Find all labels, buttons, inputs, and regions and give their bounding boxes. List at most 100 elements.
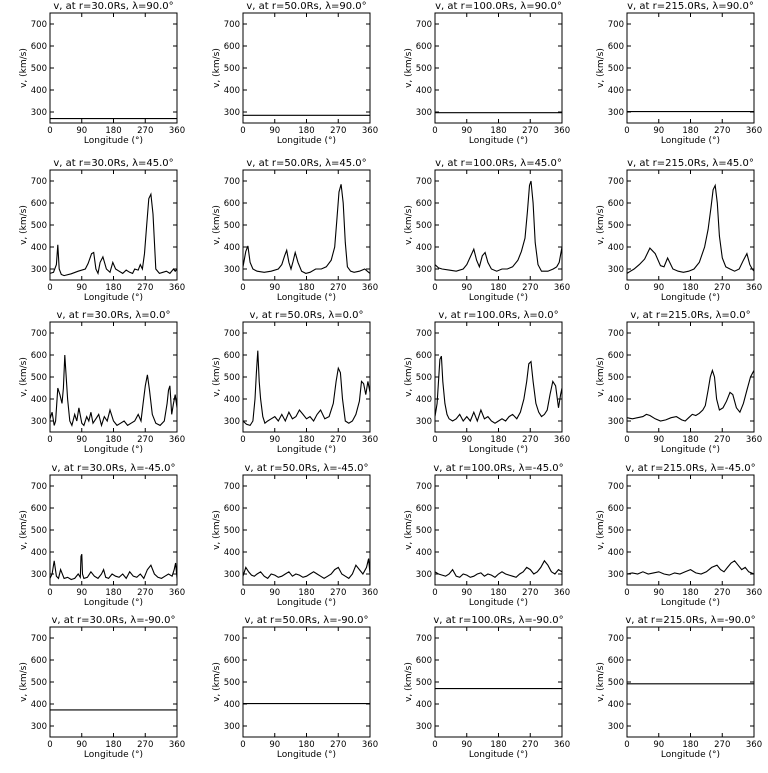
series-line [242, 184, 371, 274]
x-tick-label: 0 [47, 283, 52, 293]
plot-frame [626, 626, 755, 738]
y-tick-label: 600 [224, 656, 240, 666]
y-tick-label: 600 [224, 504, 240, 514]
y-tick-label: 700 [608, 177, 624, 187]
x-tick-label: 180 [682, 126, 698, 136]
y-tick-label: 400 [608, 700, 624, 710]
y-tick-label: 500 [224, 526, 240, 536]
x-tick-label: 0 [624, 435, 629, 445]
plot-frame [242, 169, 371, 281]
y-tick-label: 700 [224, 634, 240, 644]
y-axis-label: v, (km/s) [19, 510, 29, 550]
y-axis-label: v, (km/s) [19, 357, 29, 397]
y-tick-label: 500 [31, 678, 47, 688]
series-line [434, 355, 563, 424]
y-tick-label: 400 [31, 86, 47, 96]
x-tick-label: 360 [554, 588, 570, 598]
panel-r3-c1: v, at r=50.0Rs, λ=-45.0° 0 90 180 270 360 300 4… [212, 463, 378, 608]
y-tick-label: 600 [31, 42, 47, 52]
x-axis-label: Longitude (°) [469, 293, 528, 303]
panel-r1-c2: v, at r=100.0Rs, λ=45.0° 0 90 180 270 360 300 4… [404, 158, 570, 303]
x-tick-label: 270 [714, 435, 730, 445]
x-tick-label: 0 [432, 283, 437, 293]
y-axis-label: v, (km/s) [596, 662, 606, 702]
y-tick-label: 600 [224, 42, 240, 52]
panel-r0-c0: v, at r=30.0Rs, λ=90.0° 0 90 180 270 360 300 40… [19, 1, 185, 146]
x-tick-label: 360 [362, 588, 378, 598]
plot-frame [626, 12, 755, 124]
series-line [242, 350, 371, 427]
x-tick-label: 270 [714, 740, 730, 750]
y-tick-label: 500 [416, 526, 432, 536]
x-tick-label: 360 [554, 283, 570, 293]
x-tick-label: 270 [330, 126, 346, 136]
y-tick-label: 700 [416, 329, 432, 339]
panel-r0-c2: v, at r=100.0Rs, λ=90.0° 0 90 180 270 360 300 4… [404, 1, 570, 146]
x-tick-label: 0 [47, 740, 52, 750]
x-tick-label: 180 [490, 588, 506, 598]
y-tick-label: 700 [224, 177, 240, 187]
y-tick-label: 300 [224, 570, 240, 580]
x-tick-label: 90 [269, 126, 280, 136]
panel-title: v, at r=50.0Rs, λ=45.0° [246, 158, 366, 169]
x-tick-label: 180 [105, 588, 121, 598]
y-tick-label: 500 [608, 373, 624, 383]
y-tick-label: 500 [31, 526, 47, 536]
y-tick-label: 300 [416, 722, 432, 732]
x-tick-label: 360 [746, 283, 762, 293]
x-tick-label: 90 [76, 435, 87, 445]
panel-title: v, at r=215.0Rs, λ=-90.0° [625, 615, 755, 626]
y-axis-label: v, (km/s) [19, 205, 29, 245]
y-tick-label: 700 [416, 482, 432, 492]
x-tick-label: 180 [682, 588, 698, 598]
y-tick-label: 300 [608, 417, 624, 427]
y-axis-label: v, (km/s) [596, 510, 606, 550]
x-axis-label: Longitude (°) [661, 598, 720, 608]
x-tick-label: 0 [624, 283, 629, 293]
panel-r0-c3: v, at r=215.0Rs, λ=90.0° 0 90 180 270 360 300 4… [596, 1, 762, 146]
x-tick-label: 90 [461, 740, 472, 750]
plot-frame [49, 12, 178, 124]
y-axis-label: v, (km/s) [404, 510, 414, 550]
y-tick-label: 600 [416, 42, 432, 52]
y-tick-label: 400 [416, 548, 432, 558]
x-tick-label: 270 [714, 588, 730, 598]
series-line [242, 558, 371, 580]
plot-frame [49, 626, 178, 738]
x-tick-label: 270 [714, 126, 730, 136]
y-tick-label: 500 [608, 221, 624, 231]
panel-r4-c0: v, at r=30.0Rs, λ=-90.0° 0 90 180 270 360 300 4… [19, 615, 185, 760]
panel-title: v, at r=215.0Rs, λ=45.0° [627, 158, 754, 169]
y-tick-label: 500 [416, 221, 432, 231]
plot-frame [242, 626, 371, 738]
panel-title: v, at r=100.0Rs, λ=45.0° [435, 158, 562, 169]
x-tick-label: 0 [47, 435, 52, 445]
y-tick-label: 300 [416, 108, 432, 118]
plot-frame [242, 321, 371, 433]
y-tick-label: 700 [224, 482, 240, 492]
x-tick-label: 0 [432, 588, 437, 598]
y-tick-label: 600 [416, 504, 432, 514]
x-tick-label: 90 [653, 126, 664, 136]
y-tick-label: 300 [416, 417, 432, 427]
y-tick-label: 700 [608, 329, 624, 339]
x-tick-label: 270 [522, 588, 538, 598]
x-tick-label: 180 [490, 126, 506, 136]
y-tick-label: 600 [31, 199, 47, 209]
y-tick-label: 300 [416, 265, 432, 275]
x-axis-label: Longitude (°) [277, 136, 336, 146]
y-tick-label: 300 [31, 570, 47, 580]
x-tick-label: 90 [76, 126, 87, 136]
x-tick-label: 180 [105, 435, 121, 445]
y-tick-label: 300 [608, 722, 624, 732]
x-tick-label: 0 [432, 126, 437, 136]
x-tick-label: 360 [362, 435, 378, 445]
x-tick-label: 360 [554, 435, 570, 445]
x-tick-label: 180 [298, 435, 314, 445]
y-tick-label: 400 [31, 395, 47, 405]
panel-title: v, at r=100.0Rs, λ=90.0° [435, 1, 562, 12]
y-axis-label: v, (km/s) [404, 357, 414, 397]
x-tick-label: 0 [624, 126, 629, 136]
y-axis-label: v, (km/s) [404, 205, 414, 245]
